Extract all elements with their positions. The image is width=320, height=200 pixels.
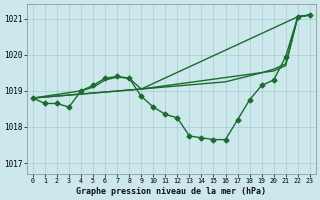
X-axis label: Graphe pression niveau de la mer (hPa): Graphe pression niveau de la mer (hPa)	[76, 187, 266, 196]
